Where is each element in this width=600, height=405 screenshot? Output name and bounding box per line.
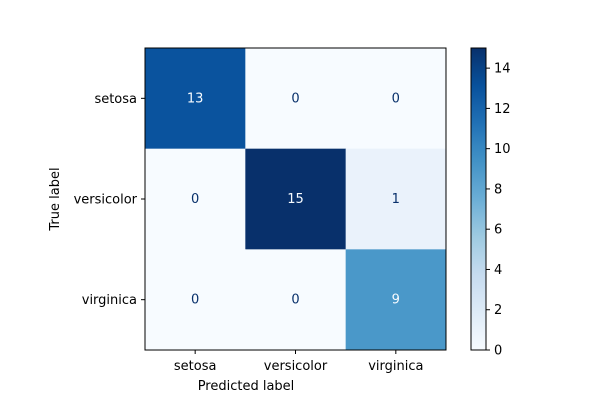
- colorbar-tick-label: 14: [494, 62, 511, 77]
- heatmap-cell: [145, 249, 246, 351]
- heatmap-cell: [245, 48, 347, 150]
- cell-value-label: 13: [187, 91, 204, 106]
- cell-value-label: 15: [287, 192, 304, 207]
- heatmap-cell: [345, 48, 447, 150]
- cell-value-label: 0: [291, 91, 299, 106]
- heatmap-cell: [145, 48, 246, 150]
- y-tick-label: versicolor: [74, 193, 138, 208]
- cell-value-label: 0: [191, 192, 199, 207]
- colorbar: 0 2 4 6 8 10 12 14: [470, 47, 511, 359]
- x-tick-label: setosa: [174, 359, 217, 374]
- x-axis-label: Predicted label: [198, 379, 295, 394]
- heatmap-cell: [245, 148, 347, 250]
- axis-ticks: setosa versicolor virginica setosa versicolo…: [74, 92, 424, 374]
- heatmap-cell: [245, 249, 347, 351]
- cell-value-label: 1: [392, 192, 400, 207]
- colorbar-tick-label: 0: [494, 344, 502, 359]
- cell-value-label: 0: [392, 91, 400, 106]
- y-tick-label: setosa: [94, 92, 137, 107]
- x-tick-label: virginica: [368, 359, 423, 374]
- cell-value-label: 0: [291, 293, 299, 308]
- cell-value-label: 9: [392, 293, 400, 308]
- heatmap-cell: [345, 249, 447, 351]
- colorbar-tick-label: 4: [494, 263, 502, 278]
- colorbar-gradient: [470, 47, 487, 351]
- x-tick-label: versicolor: [264, 359, 328, 374]
- heatmap-cell: [145, 148, 246, 250]
- heatmap-cells: 13 0 0 0 15 1 0 0 9: [145, 48, 447, 351]
- colorbar-tick-label: 6: [494, 223, 502, 238]
- heatmap-cell: [345, 148, 447, 250]
- colorbar-tick-label: 10: [494, 142, 511, 157]
- colorbar-tick-label: 12: [494, 102, 511, 117]
- colorbar-tick-label: 8: [494, 182, 502, 197]
- colorbar-tick-label: 2: [494, 303, 502, 318]
- y-axis-label: True label: [48, 167, 63, 231]
- y-tick-label: virginica: [82, 293, 137, 308]
- cell-value-label: 0: [191, 293, 199, 308]
